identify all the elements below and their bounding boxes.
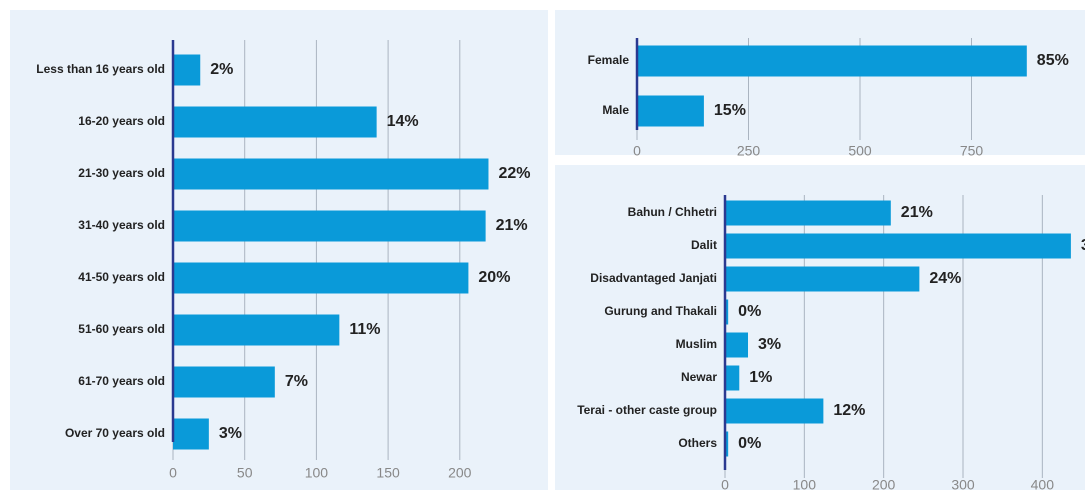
x-tick-label: 750 <box>960 143 984 159</box>
category-label: Less than 16 years old <box>36 62 165 76</box>
bar <box>173 418 209 450</box>
category-label: Muslim <box>676 337 717 351</box>
x-tick-label: 150 <box>376 465 400 481</box>
bar <box>725 299 729 325</box>
bar <box>725 233 1071 259</box>
value-label: 21% <box>901 204 933 221</box>
bar <box>173 54 201 86</box>
bar <box>637 45 1027 77</box>
bar <box>725 398 824 424</box>
x-tick-label: 200 <box>448 465 472 481</box>
bar <box>173 106 377 138</box>
bar <box>173 262 469 294</box>
bar <box>173 366 275 398</box>
x-tick-label: 100 <box>793 477 817 490</box>
bar <box>725 365 740 391</box>
category-label: 51-60 years old <box>78 322 165 336</box>
value-label: 24% <box>929 270 961 287</box>
value-label: 0% <box>738 303 761 320</box>
bar <box>173 210 486 242</box>
value-label: 21% <box>496 217 528 234</box>
x-tick-label: 300 <box>951 477 975 490</box>
bar <box>725 266 920 292</box>
value-label: 1% <box>749 369 772 386</box>
value-label: 14% <box>387 113 419 130</box>
value-label: 85% <box>1037 52 1069 69</box>
x-tick-label: 0 <box>633 143 641 159</box>
category-label: 41-50 years old <box>78 270 165 284</box>
x-tick-label: 500 <box>848 143 872 159</box>
value-label: 3% <box>219 425 242 442</box>
bar <box>173 314 340 346</box>
category-label: 21-30 years old <box>78 166 165 180</box>
x-tick-label: 200 <box>872 477 896 490</box>
category-label: Female <box>588 53 630 67</box>
bar <box>637 95 704 127</box>
value-label: 22% <box>498 165 530 182</box>
x-tick-label: 100 <box>305 465 329 481</box>
x-tick-label: 400 <box>1031 477 1055 490</box>
category-label: Dalit <box>691 238 717 252</box>
x-tick-label: 0 <box>721 477 729 490</box>
category-label: Newar <box>681 370 717 384</box>
category-label: Others <box>678 436 717 450</box>
bar <box>725 200 891 226</box>
panel <box>10 10 548 490</box>
panel <box>555 10 1085 155</box>
category-label: 16-20 years old <box>78 114 165 128</box>
value-label: 0% <box>738 435 761 452</box>
bar <box>173 158 489 190</box>
category-label: Bahun / Chhetri <box>628 205 717 219</box>
value-label: 39% <box>1081 237 1085 254</box>
category-label: Over 70 years old <box>65 426 165 440</box>
value-label: 12% <box>833 402 865 419</box>
x-tick-label: 50 <box>237 465 253 481</box>
category-label: 31-40 years old <box>78 218 165 232</box>
value-label: 7% <box>285 373 308 390</box>
bar <box>725 431 729 457</box>
x-tick-label: 0 <box>169 465 177 481</box>
bar <box>725 332 749 358</box>
category-label: Terai - other caste group <box>577 403 717 417</box>
value-label: 2% <box>210 61 233 78</box>
category-label: Gurung and Thakali <box>604 304 717 318</box>
value-label: 20% <box>478 269 510 286</box>
category-label: Male <box>602 103 629 117</box>
value-label: 3% <box>758 336 781 353</box>
category-label: Disadvantaged Janjati <box>590 271 717 285</box>
value-label: 15% <box>714 102 746 119</box>
value-label: 11% <box>349 321 380 338</box>
category-label: 61-70 years old <box>78 374 165 388</box>
x-tick-label: 250 <box>737 143 761 159</box>
